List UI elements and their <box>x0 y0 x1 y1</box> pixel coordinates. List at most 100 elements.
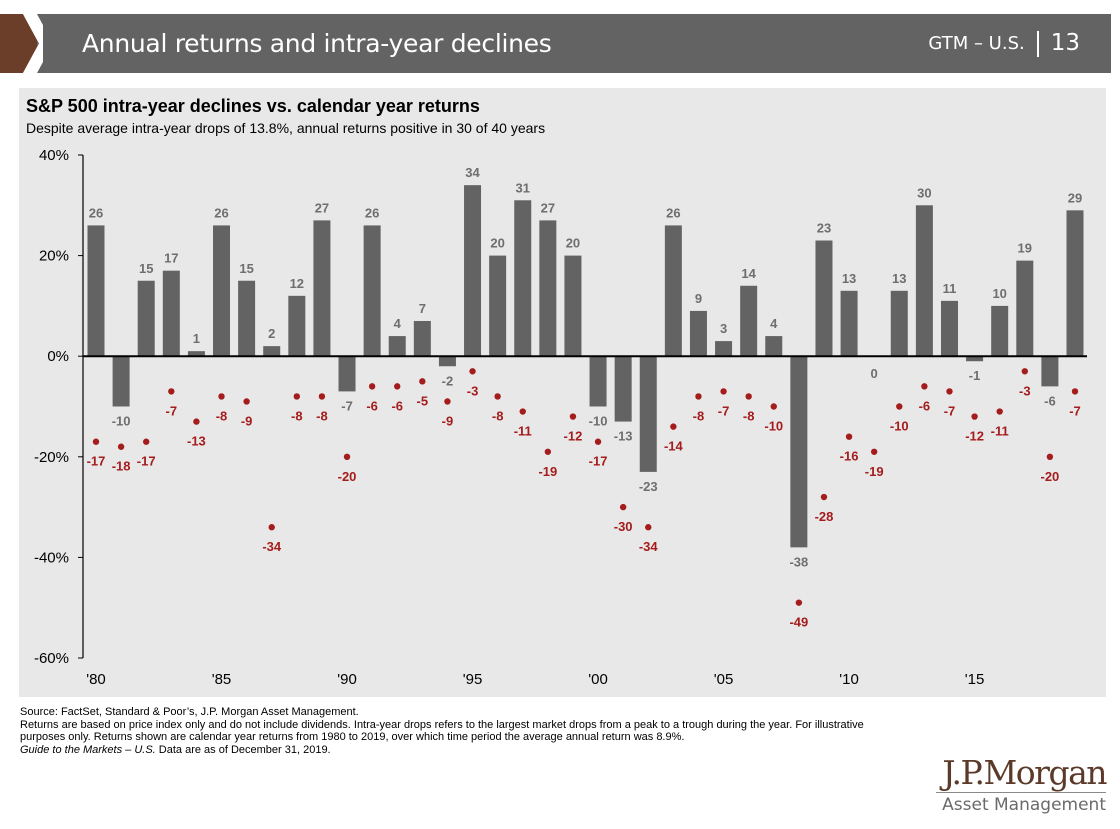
return-bar <box>991 305 1009 357</box>
decline-dot <box>268 524 275 531</box>
decline-label: -8 <box>693 408 705 423</box>
decline-label: -7 <box>944 403 956 418</box>
page-title: Annual returns and intra-year declines <box>82 29 552 58</box>
decline-label: -19 <box>538 464 557 479</box>
jpmorgan-logo: J.P.Morgan Asset Management <box>930 755 1110 815</box>
decline-dot <box>921 383 928 390</box>
return-label: -10 <box>112 414 131 429</box>
guide-date: Data are as of December 31, 2019. <box>155 743 331 756</box>
return-label: -13 <box>614 429 633 444</box>
decline-label: -16 <box>840 449 859 464</box>
decline-label: -9 <box>241 413 253 428</box>
decline-dot <box>394 383 401 390</box>
y-tick-label: 20% <box>39 248 69 265</box>
return-label: 12 <box>290 276 304 291</box>
return-bar <box>413 320 431 357</box>
guide-title: Guide to the Markets – U.S. <box>20 743 156 756</box>
x-tick-label: '85 <box>212 671 232 688</box>
decline-dot <box>845 433 853 440</box>
return-bar <box>162 270 180 357</box>
return-bar <box>1016 260 1034 357</box>
return-label: 15 <box>239 261 253 276</box>
return-label: 30 <box>917 185 931 200</box>
return-label: -10 <box>589 414 608 429</box>
decline-dot <box>569 413 577 420</box>
decline-label: -34 <box>262 539 282 554</box>
return-label: 34 <box>465 165 480 180</box>
return-label: 26 <box>365 205 379 220</box>
decline-dot <box>343 453 351 460</box>
return-bar <box>890 290 908 357</box>
return-label: 19 <box>1018 241 1032 256</box>
decline-dot <box>770 403 777 410</box>
return-label: 26 <box>666 205 680 220</box>
decline-dot <box>645 524 652 531</box>
y-tick-label: -60% <box>34 650 69 667</box>
return-bar <box>614 356 632 422</box>
decline-label: -3 <box>467 383 479 398</box>
section-label: GTM – U.S. <box>928 33 1025 54</box>
header-bar <box>37 14 1111 73</box>
logo-rule <box>936 792 1106 793</box>
decline-dot <box>419 378 426 385</box>
return-bar <box>137 280 155 357</box>
decline-dot <box>971 413 978 420</box>
decline-dot <box>946 388 953 395</box>
x-tick-label: '15 <box>965 671 985 688</box>
return-bar <box>464 185 482 357</box>
dots-layer <box>92 368 1079 606</box>
return-bar <box>388 336 406 357</box>
return-label: 20 <box>490 236 504 251</box>
decline-label: -17 <box>87 454 106 469</box>
return-bar <box>363 225 381 357</box>
decline-dot <box>494 393 501 400</box>
decline-dot <box>1046 453 1054 460</box>
source-note: Source: FactSet, Standard & Poor’s, J.P.… <box>20 706 359 718</box>
return-bar <box>840 290 858 357</box>
decline-label: -8 <box>291 408 303 423</box>
decline-label: -7 <box>166 403 178 418</box>
return-label: -1 <box>969 368 981 383</box>
return-bar <box>715 341 733 357</box>
decline-dot <box>695 393 702 400</box>
decline-dot <box>218 393 225 400</box>
decline-dot <box>720 388 727 395</box>
header-chevron-icon <box>0 14 39 73</box>
decline-dot <box>368 383 376 390</box>
decline-label: -20 <box>338 469 357 484</box>
return-bar <box>639 356 657 472</box>
method-note: Returns are based on price index only an… <box>20 718 864 744</box>
decline-label: -8 <box>743 408 755 423</box>
decline-label: -12 <box>564 429 583 444</box>
decline-dot <box>318 393 326 400</box>
decline-label: -14 <box>664 439 684 454</box>
footnotes: Source: FactSet, Standard & Poor’s, J.P.… <box>20 706 880 756</box>
return-label: 14 <box>741 266 756 281</box>
decline-label: -3 <box>1019 383 1031 398</box>
return-label: -6 <box>1044 393 1056 408</box>
decline-label: -6 <box>366 398 378 413</box>
decline-label: -19 <box>865 464 884 479</box>
y-tick-label: 0% <box>47 348 69 365</box>
return-label: 10 <box>992 286 1006 301</box>
decline-dot <box>243 398 250 405</box>
x-tick-label: '00 <box>588 671 608 688</box>
x-tick-label: '80 <box>86 671 106 688</box>
return-bar <box>940 300 958 357</box>
return-bar <box>689 310 707 357</box>
return-label: 2 <box>268 326 275 341</box>
decline-dot <box>193 418 200 425</box>
return-label: 9 <box>695 291 702 306</box>
return-label: -7 <box>341 398 353 413</box>
x-tick-label: '95 <box>463 671 483 688</box>
return-bar <box>238 280 256 357</box>
decline-dot <box>670 423 677 430</box>
decline-label: -5 <box>417 393 429 408</box>
return-label: 26 <box>214 205 228 220</box>
guide-note: Guide to the Markets – U.S. Data are as … <box>20 744 880 757</box>
decline-dot <box>795 599 803 606</box>
return-bar <box>338 356 356 392</box>
return-bar <box>539 220 557 357</box>
return-label: 23 <box>817 221 831 236</box>
logo-sub: Asset Management <box>942 795 1106 815</box>
